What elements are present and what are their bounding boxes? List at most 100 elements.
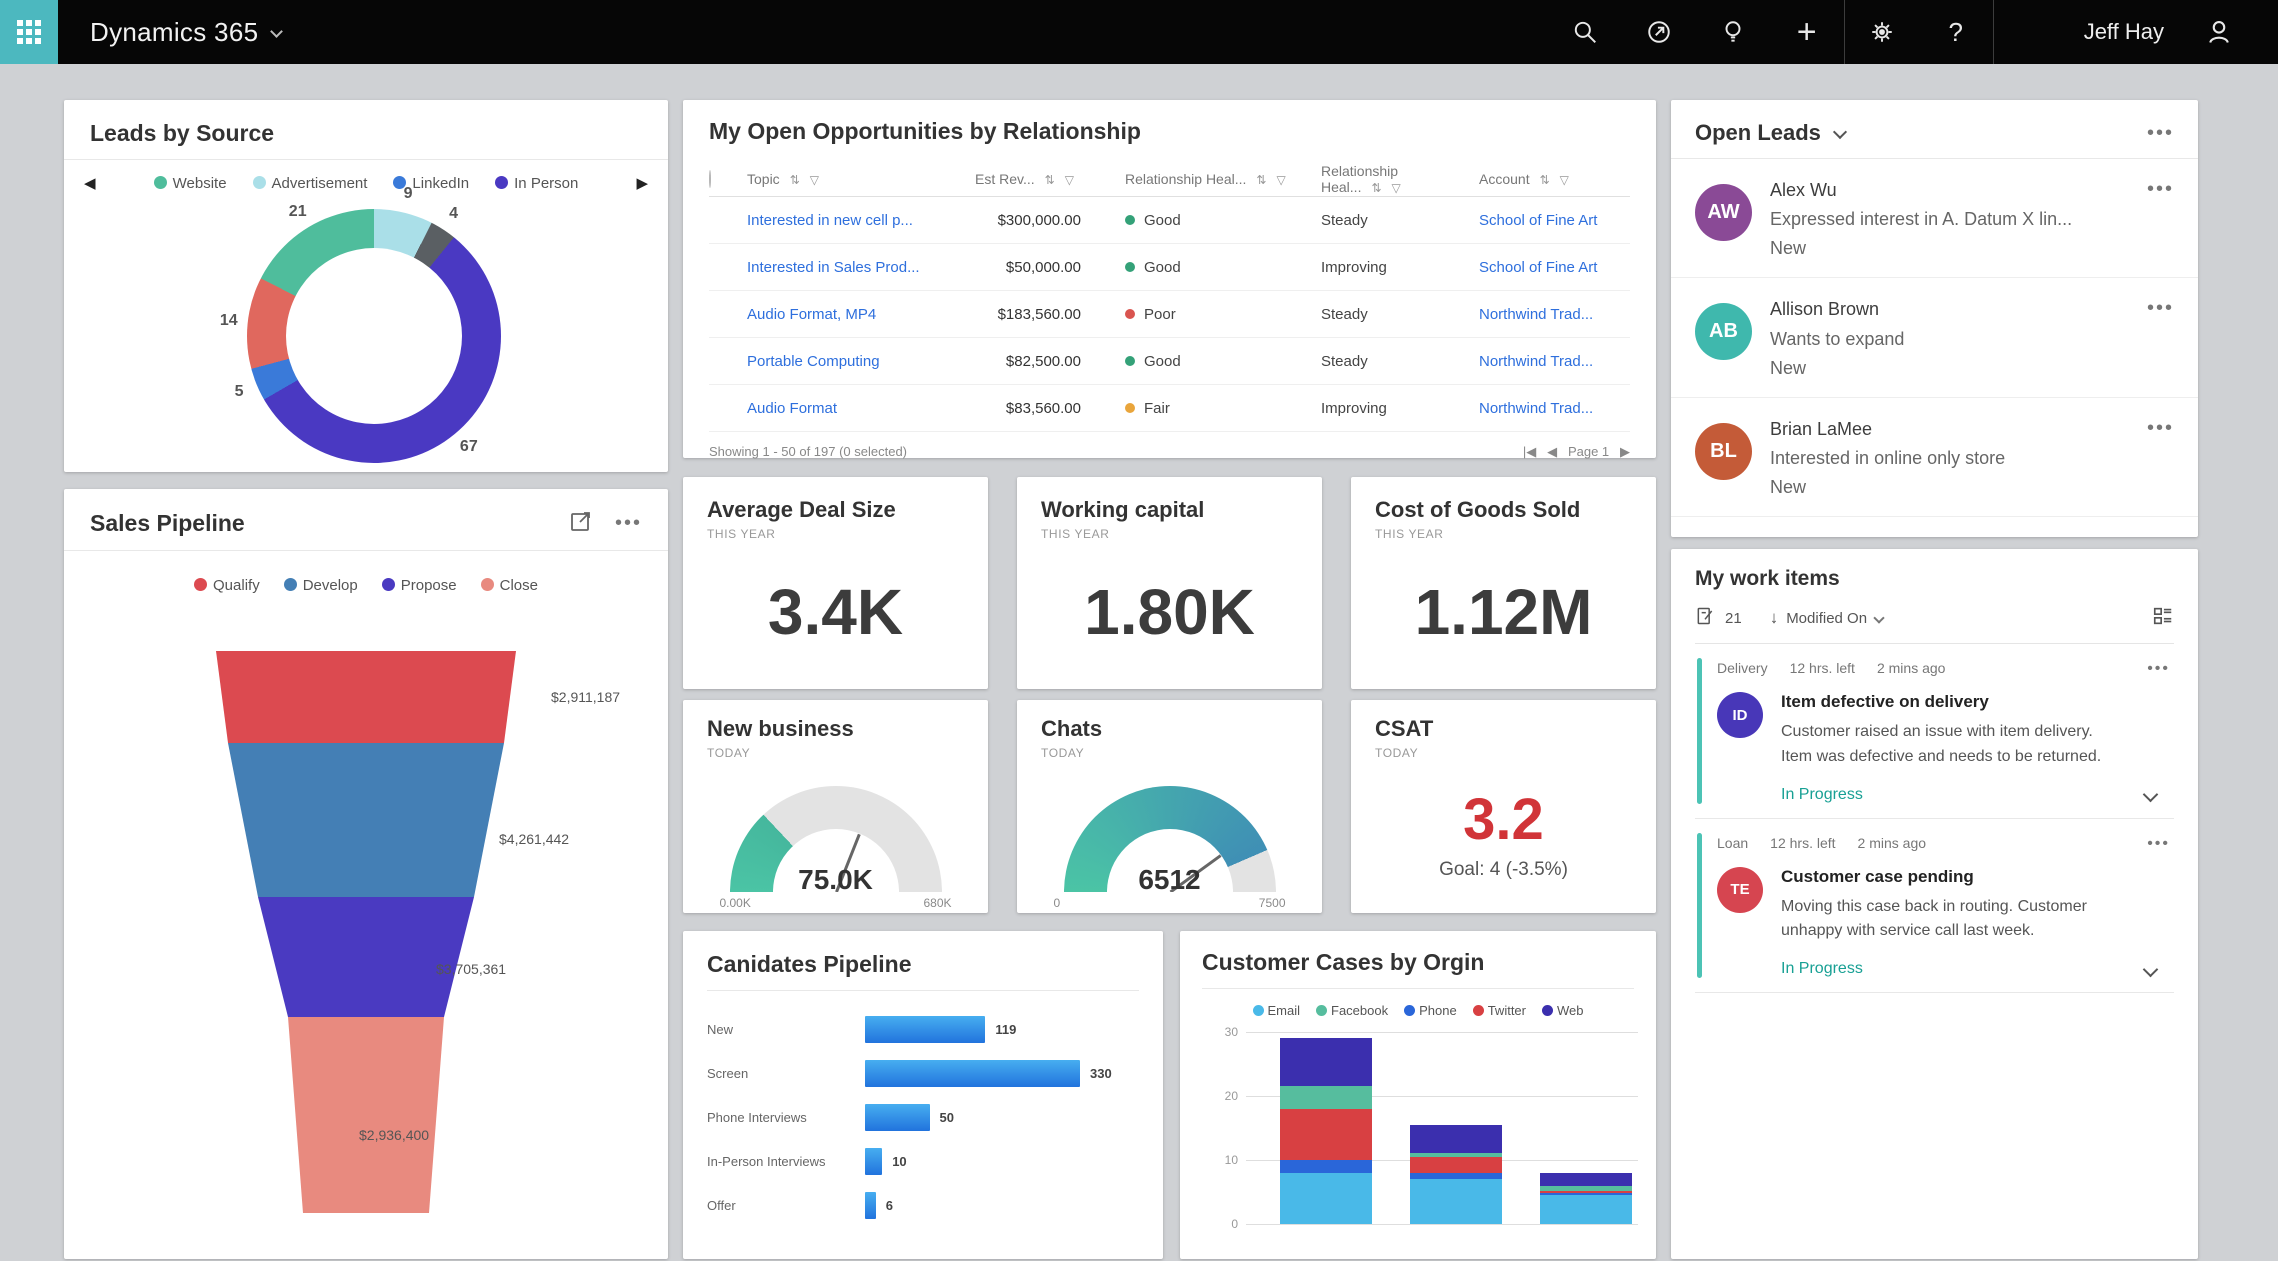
work-item[interactable]: Loan 12 hrs. left 2 mins ago ••• TE Customer … bbox=[1695, 819, 2174, 994]
search-icon[interactable] bbox=[1548, 0, 1622, 64]
bar[interactable] bbox=[865, 1147, 883, 1175]
work-item-meta: Loan 12 hrs. left 2 mins ago ••• bbox=[1717, 835, 2170, 853]
legend-item[interactable]: In Person bbox=[495, 175, 578, 192]
waffle-menu-icon[interactable] bbox=[0, 0, 58, 64]
legend-item[interactable]: Web bbox=[1542, 1003, 1584, 1018]
legend-item[interactable]: Propose bbox=[381, 577, 457, 594]
sales-pipeline-more-icon[interactable]: ••• bbox=[614, 512, 642, 534]
topic-link[interactable]: Interested in new cell p... bbox=[747, 211, 913, 229]
select-all-checkbox[interactable] bbox=[709, 169, 747, 188]
filter-icon[interactable]: ▽ bbox=[1064, 172, 1074, 187]
work-item[interactable]: Delivery 12 hrs. left 2 mins ago ••• ID Item … bbox=[1695, 644, 2174, 819]
table-row[interactable]: Interested in new cell p... $300,000.00 Go… bbox=[709, 197, 1630, 244]
topic-link[interactable]: Portable Computing bbox=[747, 352, 880, 370]
legend-item[interactable]: Website bbox=[153, 175, 227, 192]
sort-icon[interactable]: ⇅ bbox=[1044, 172, 1055, 187]
account-link[interactable]: School of Fine Art bbox=[1479, 258, 1598, 276]
column-header[interactable]: Est Rev... ⇅ ▽ bbox=[975, 171, 1125, 187]
table-row[interactable]: Audio Format, MP4 $183,560.00 Poor Steady No… bbox=[709, 291, 1630, 338]
sort-icon[interactable]: ⇅ bbox=[1256, 172, 1267, 187]
leads-donut-chart[interactable]: 9 4 67 5 14 21 bbox=[64, 100, 668, 472]
prev-page-icon[interactable]: ◀ bbox=[1547, 444, 1558, 459]
funnel-segment[interactable] bbox=[288, 1017, 444, 1213]
legend-item[interactable]: Phone bbox=[1404, 1003, 1457, 1018]
lead-list-item[interactable]: BL Brian LaMee Interested in online only s… bbox=[1671, 398, 2198, 518]
expand-chevron-icon[interactable] bbox=[2142, 961, 2159, 977]
lead-list-item[interactable]: AW Alex Wu Expressed interest in A. Datum … bbox=[1671, 159, 2198, 279]
column-header[interactable]: Relationship Heal... ⇅ ▽ bbox=[1125, 171, 1321, 187]
topic-link[interactable]: Audio Format bbox=[747, 399, 838, 417]
work-item-more-icon[interactable]: ••• bbox=[2147, 660, 2170, 677]
legend-item[interactable]: Qualify bbox=[194, 577, 260, 594]
column-header[interactable]: Account ⇅ ▽ bbox=[1479, 171, 1630, 187]
legend-item[interactable]: Facebook bbox=[1316, 1003, 1388, 1018]
topic-link[interactable]: Audio Format, MP4 bbox=[747, 305, 877, 323]
help-icon[interactable]: ? bbox=[1948, 16, 1963, 47]
lightbulb-icon[interactable] bbox=[1696, 0, 1770, 64]
legend-item[interactable]: Email bbox=[1252, 1003, 1300, 1018]
gauge-chart[interactable]: 6512 bbox=[1063, 786, 1276, 892]
add-icon[interactable]: + bbox=[1796, 12, 1817, 51]
sort-direction-icon[interactable]: ↓ bbox=[1769, 608, 1779, 627]
settings-gear-icon[interactable] bbox=[1845, 0, 1919, 64]
lead-list-item[interactable]: AB Allison Brown Wants to expand New ••• bbox=[1671, 278, 2198, 398]
legend-item[interactable]: LinkedIn bbox=[393, 175, 469, 192]
bar[interactable] bbox=[865, 1103, 930, 1131]
legend-item[interactable]: Twitter bbox=[1472, 1003, 1526, 1018]
sales-funnel-chart[interactable]: $2,911,187 $4,261,442 $3,705,361 $2,936,400 bbox=[216, 651, 668, 1231]
sort-icon[interactable]: ⇅ bbox=[789, 172, 800, 187]
lead-more-icon[interactable]: ••• bbox=[2146, 178, 2174, 200]
account-link[interactable]: Northwind Trad... bbox=[1479, 305, 1594, 323]
bar-area: 119 bbox=[865, 1015, 1139, 1043]
funnel-segment[interactable] bbox=[228, 743, 504, 897]
work-item-status[interactable]: In Progress bbox=[1781, 785, 1863, 803]
customer-cases-chart[interactable]: 0 10 20 30 bbox=[1225, 1025, 1638, 1231]
topic-link[interactable]: Interested in Sales Prod... bbox=[747, 258, 920, 276]
bar[interactable] bbox=[865, 1191, 876, 1219]
stacked-bar[interactable] bbox=[1280, 1038, 1372, 1224]
next-page-icon[interactable]: ▶ bbox=[1620, 444, 1630, 459]
account-link[interactable]: Northwind Trad... bbox=[1479, 352, 1594, 370]
column-header[interactable]: Topic ⇅ ▽ bbox=[747, 171, 975, 187]
table-row[interactable]: Audio Format $83,560.00 Fair Improving North… bbox=[709, 385, 1630, 432]
open-leads-more-icon[interactable]: ••• bbox=[2146, 121, 2174, 144]
work-item-status[interactable]: In Progress bbox=[1781, 960, 1863, 978]
open-leads-chevron-icon[interactable] bbox=[1832, 124, 1847, 142]
lead-more-icon[interactable]: ••• bbox=[2146, 297, 2174, 320]
gauge-chart[interactable]: 75.0K bbox=[729, 786, 942, 892]
quick-launch-icon[interactable] bbox=[1622, 0, 1696, 64]
legend-item[interactable]: Develop bbox=[283, 577, 358, 594]
expand-icon[interactable] bbox=[569, 509, 593, 538]
column-header[interactable]: Relationship Heal... ⇅ ▽ bbox=[1321, 163, 1479, 195]
stacked-bar[interactable] bbox=[1410, 1124, 1502, 1224]
expand-chevron-icon[interactable] bbox=[2142, 786, 2159, 803]
app-title[interactable]: Dynamics 365 bbox=[90, 16, 259, 47]
legend-prev-icon[interactable]: ◀ bbox=[84, 175, 96, 192]
funnel-segment[interactable] bbox=[216, 651, 516, 743]
funnel-segment[interactable] bbox=[258, 897, 474, 1017]
account-link[interactable]: Northwind Trad... bbox=[1479, 399, 1594, 417]
legend-item[interactable]: Close bbox=[480, 577, 538, 594]
account-link[interactable]: School of Fine Art bbox=[1479, 211, 1598, 229]
table-row[interactable]: Portable Computing $82,500.00 Good Steady No… bbox=[709, 338, 1630, 385]
table-row[interactable]: Interested in Sales Prod... $50,000.00 Goo… bbox=[709, 244, 1630, 291]
user-name[interactable]: Jeff Hay bbox=[2083, 19, 2164, 44]
work-item-more-icon[interactable]: ••• bbox=[2147, 834, 2170, 852]
lead-more-icon[interactable]: ••• bbox=[2146, 416, 2174, 439]
sort-icon[interactable]: ⇅ bbox=[1539, 172, 1550, 187]
filter-icon[interactable]: ▽ bbox=[809, 172, 819, 187]
legend-next-icon[interactable]: ▶ bbox=[636, 175, 648, 192]
sort-control[interactable]: ↓ Modified On bbox=[1769, 608, 1885, 628]
filter-icon[interactable]: ▽ bbox=[1276, 172, 1286, 187]
bar[interactable] bbox=[865, 1015, 986, 1043]
filter-icon[interactable]: ▽ bbox=[1391, 180, 1401, 195]
app-switcher-chevron-icon[interactable] bbox=[270, 23, 284, 41]
bar[interactable] bbox=[865, 1059, 1080, 1087]
view-toggle-icon[interactable] bbox=[2152, 605, 2174, 631]
sort-icon[interactable]: ⇅ bbox=[1371, 180, 1382, 195]
person-icon[interactable] bbox=[2182, 0, 2256, 64]
first-page-icon[interactable]: |◀ bbox=[1522, 444, 1537, 459]
stacked-bar[interactable] bbox=[1540, 1172, 1632, 1224]
legend-item[interactable]: Advertisement bbox=[252, 175, 367, 192]
filter-icon[interactable]: ▽ bbox=[1559, 172, 1569, 187]
